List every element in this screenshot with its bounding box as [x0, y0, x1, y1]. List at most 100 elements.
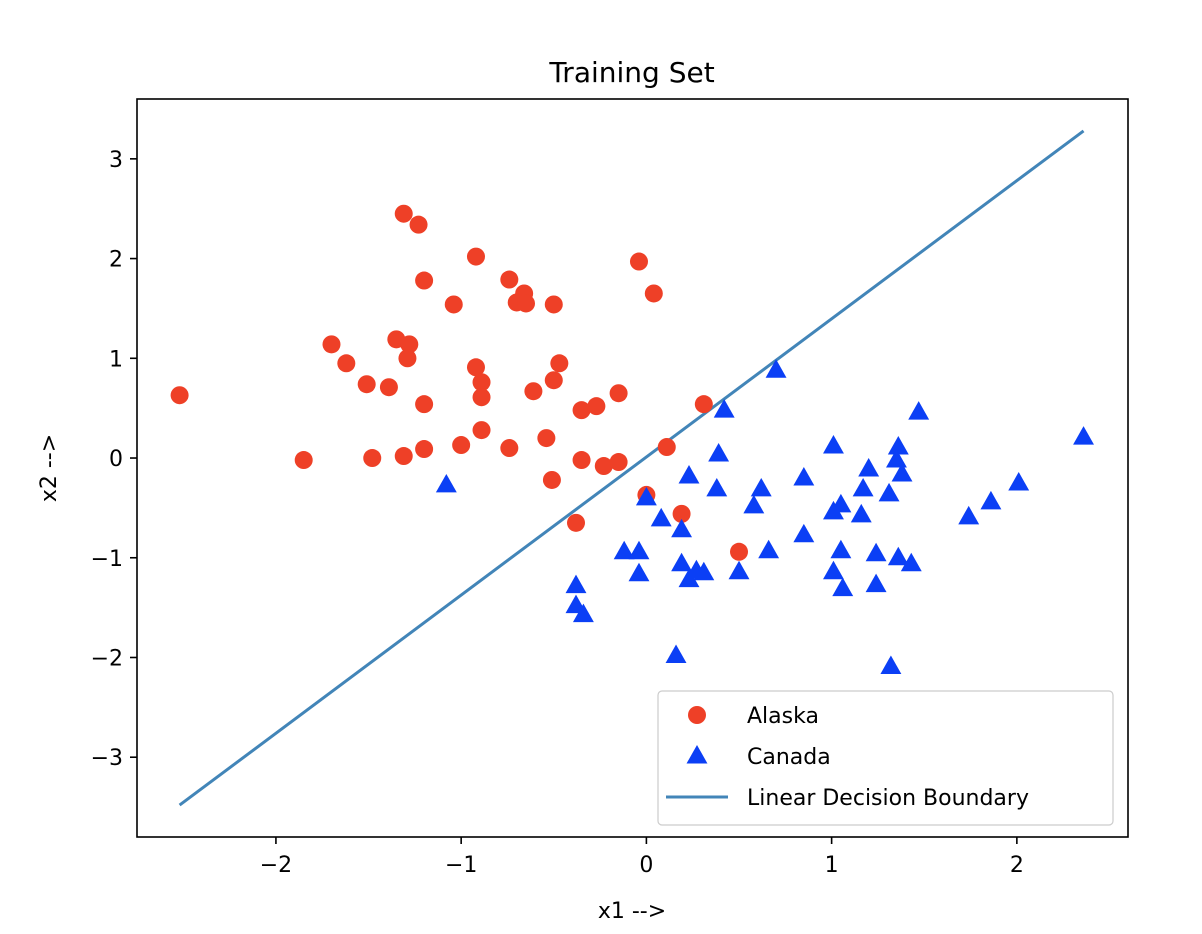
canada-point: [980, 490, 1002, 510]
x-tick-label: 2: [1010, 853, 1024, 878]
canada-point: [878, 482, 900, 502]
alaska-point: [672, 504, 691, 523]
legend-swatch-canada: [686, 745, 708, 764]
canada-point: [887, 546, 909, 566]
decision-boundary-line: [178, 129, 1085, 807]
legend: Alaska Canada Linear Decision Boundary: [657, 690, 1114, 826]
canada-point: [628, 562, 650, 582]
canada-point: [793, 523, 815, 543]
alaska-point: [472, 388, 491, 407]
y-tick-label: −2: [91, 646, 123, 671]
alaska-point: [657, 438, 676, 457]
alaska-point: [398, 349, 417, 368]
canada-point: [1008, 471, 1030, 491]
alaska-point: [594, 457, 613, 476]
canada-point: [572, 603, 594, 623]
alaska-point: [170, 386, 189, 405]
canada-point: [758, 539, 780, 559]
alaska-point: [572, 451, 591, 470]
canada-point: [858, 457, 880, 477]
alaska-point: [472, 421, 491, 440]
alaska-point: [394, 204, 413, 223]
canada-point: [728, 560, 750, 580]
canada-point: [671, 518, 693, 538]
canada-point: [713, 399, 735, 418]
alaska-point: [730, 542, 749, 561]
y-tick-label: 2: [109, 248, 123, 273]
alaska-point: [409, 215, 428, 234]
plot-frame: [136, 98, 1129, 838]
alaska-point: [400, 335, 419, 354]
x-tick-label: −2: [260, 853, 292, 878]
canada-point: [650, 507, 672, 527]
canada-point: [850, 503, 872, 523]
plot-area: [170, 129, 1094, 807]
x-tick-label: 1: [825, 853, 839, 878]
x-axis: −2 −1 0 1 2: [260, 837, 1024, 878]
alaska-point: [363, 449, 382, 468]
canada-point: [852, 477, 874, 497]
alaska-point: [337, 354, 356, 373]
canada-point: [865, 573, 887, 593]
y-tick-label: 1: [109, 347, 123, 372]
canada-point: [900, 552, 922, 572]
alaska-point: [357, 375, 376, 394]
alaska-point: [629, 252, 648, 271]
alaska-point: [379, 378, 398, 397]
canada-point: [750, 477, 772, 497]
canada-point: [708, 443, 730, 462]
y-tick-label: −1: [91, 547, 123, 572]
alaska-point: [550, 354, 569, 373]
alaska-point: [544, 295, 563, 314]
y-tick-label: 3: [109, 148, 123, 173]
canada-point: [823, 435, 844, 454]
canada-point: [1073, 426, 1094, 445]
canada-point: [665, 644, 687, 663]
alaska-point: [609, 453, 628, 472]
canada-point: [565, 574, 587, 594]
alaska-point: [472, 373, 491, 392]
alaska-point: [415, 271, 434, 290]
legend-swatch-alaska: [688, 706, 706, 724]
x-tick-label: 0: [639, 853, 653, 878]
alaska-point: [587, 397, 606, 416]
alaska-point: [609, 384, 628, 403]
alaska-point: [694, 395, 713, 414]
canada-point: [635, 486, 657, 506]
legend-box: [657, 690, 1114, 826]
canada-point: [693, 561, 715, 581]
alaska-point: [537, 429, 556, 448]
alaska-point: [500, 270, 519, 289]
canada-point: [628, 540, 650, 560]
canada-point: [678, 464, 700, 484]
canada-point: [887, 436, 909, 455]
x-tick-label: −1: [445, 853, 477, 878]
canada-point: [830, 539, 852, 559]
alaska-point: [452, 436, 471, 455]
canada-point: [671, 552, 693, 572]
alaska-point: [444, 295, 463, 314]
alaska-point: [567, 513, 586, 532]
canada-point: [823, 560, 844, 580]
canada-point: [823, 500, 844, 520]
canada-point: [880, 655, 902, 674]
alaska-point: [544, 371, 563, 390]
alaska-point: [294, 451, 313, 470]
canada-point: [706, 477, 728, 497]
y-tick-label: 0: [109, 447, 123, 472]
y-axis-label: x2 -->: [37, 434, 62, 502]
canada-point: [908, 401, 930, 420]
legend-label-alaska: Alaska: [747, 704, 819, 729]
alaska-point: [644, 284, 663, 303]
alaska-point: [542, 470, 561, 489]
alaska-point: [500, 439, 519, 458]
y-axis: −3 −2 −1 0 1 2 3: [91, 148, 137, 771]
canada-point: [865, 542, 887, 562]
chart-title: Training Set: [548, 56, 714, 89]
alaska-point: [516, 294, 535, 313]
canada-point: [832, 577, 854, 597]
canada-point: [793, 466, 815, 486]
y-tick-label: −3: [91, 746, 123, 771]
alaska-point: [415, 395, 434, 414]
